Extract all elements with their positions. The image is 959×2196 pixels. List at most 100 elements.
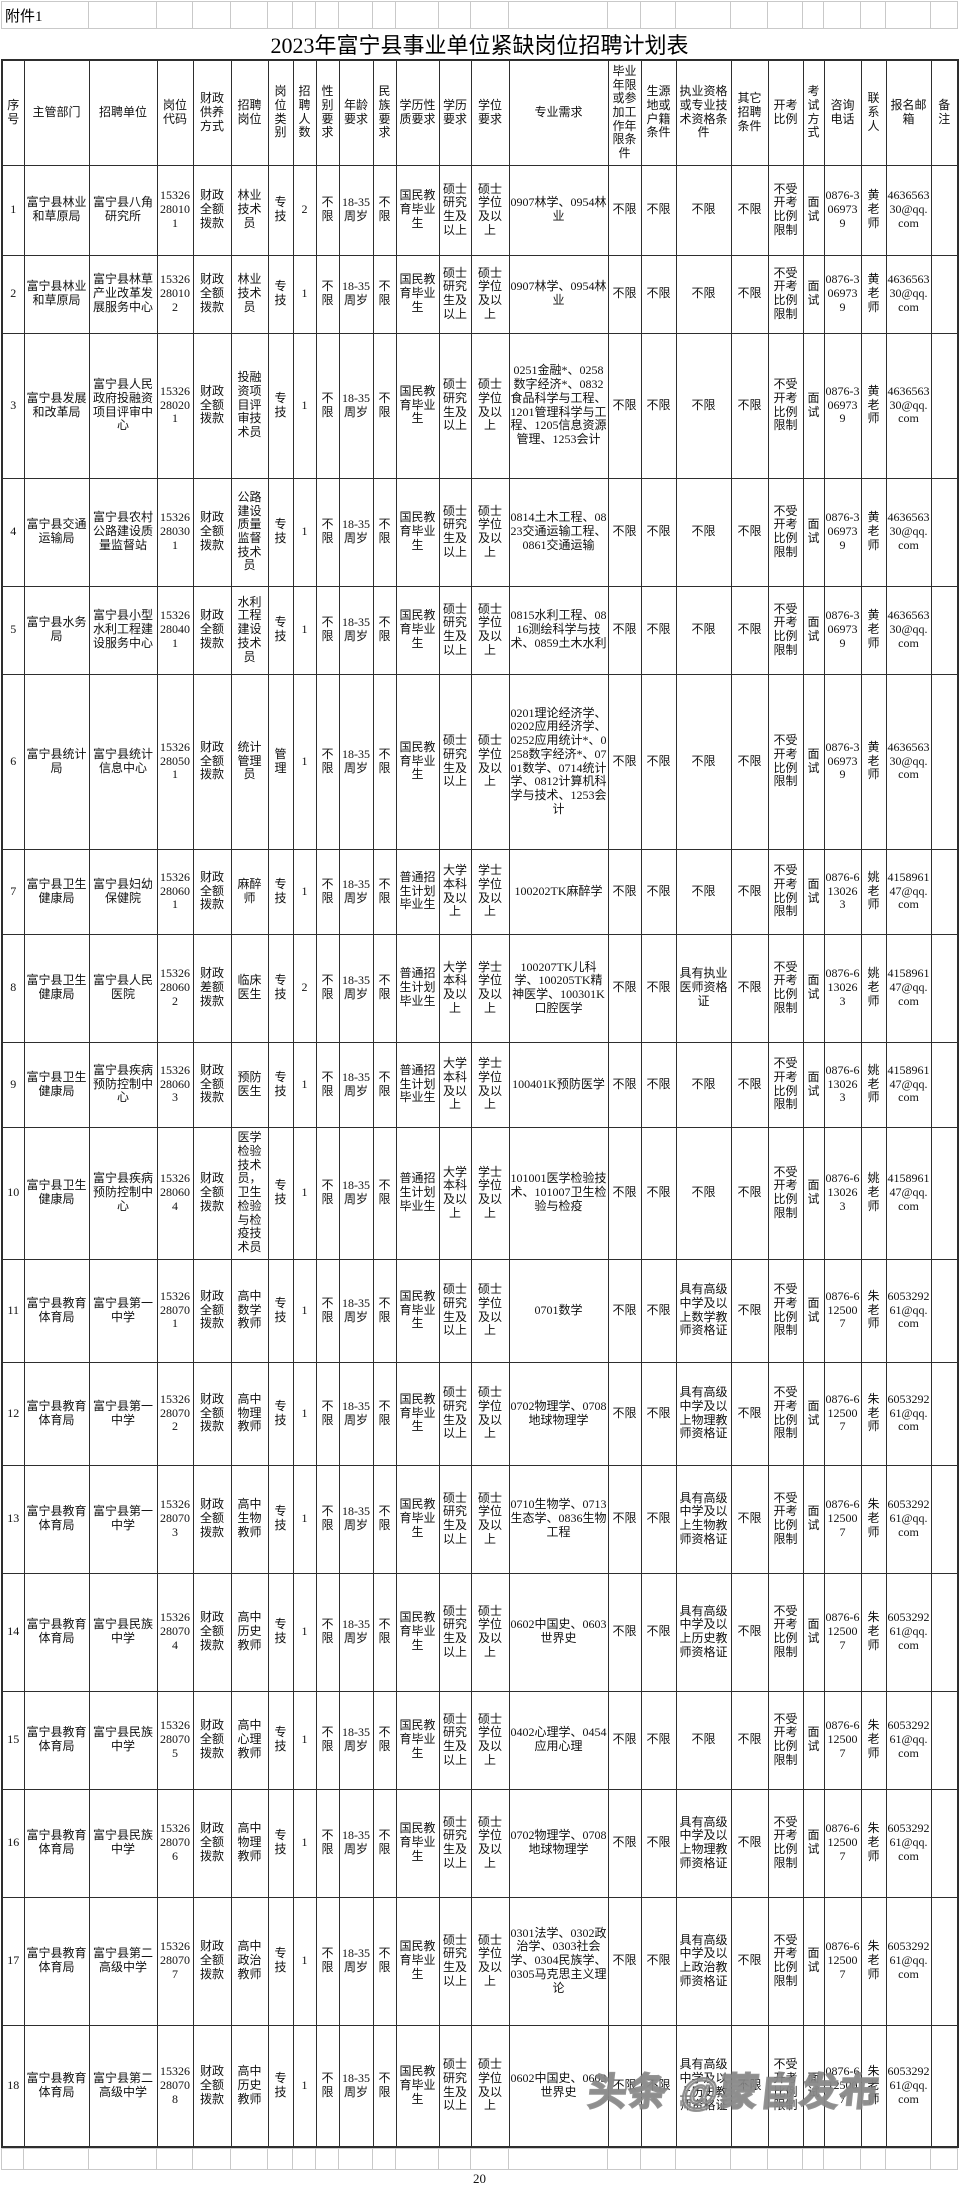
cell: 黄老师	[860, 673, 887, 850]
cell	[930, 1572, 959, 1692]
cell: 不限	[675, 1041, 732, 1128]
column-header: 备注	[930, 59, 959, 166]
cell: 国民教育毕业生	[395, 254, 440, 334]
cell: 具有高级中学及以上历史教师资格证	[675, 1572, 732, 1692]
cell: 0907林学、0954林业	[508, 254, 609, 334]
cell: 不限	[607, 477, 642, 587]
cell: 不限	[372, 1041, 397, 1128]
table-row: 14 富宁县教育体育局 富宁县民族中学 15326280704 财政全额拨款 高中历史教师…	[1, 1572, 959, 1692]
cell: 富宁县教育体育局	[23, 1788, 90, 1898]
table-row: 12 富宁县教育体育局 富宁县第一中学 15326280702 财政全额拨款 高中物理教师…	[1, 1361, 959, 1466]
cell	[930, 848, 959, 935]
cell: 富宁县妇幼保健院	[88, 848, 158, 935]
column-header: 岗位类别	[267, 59, 294, 166]
cell: 不限	[315, 2024, 340, 2148]
column-header: 主管部门	[23, 59, 90, 166]
cell: 朱老师	[860, 1690, 887, 1790]
cell: 0876-3069739	[823, 585, 862, 675]
column-header: 民族要求	[372, 59, 397, 166]
page-number: 20	[473, 2171, 486, 2186]
cell: 不限	[640, 1690, 677, 1790]
cell: 不限	[640, 1126, 677, 1260]
column-header: 学历性质要求	[395, 59, 440, 166]
cell: 1	[292, 1788, 317, 1898]
cell: 2	[292, 164, 317, 256]
cell: 富宁县卫生健康局	[23, 933, 90, 1043]
cell: 不限	[640, 848, 677, 935]
cell: 不受开考比例限制	[767, 1572, 804, 1692]
table-row: 13 富宁县教育体育局 富宁县第一中学 15326280703 财政全额拨款 高中生物教师…	[1, 1464, 959, 1574]
cell: 15326280706	[156, 1788, 194, 1898]
bottom-strip-cell	[192, 2148, 231, 2170]
cell: 9	[1, 1041, 25, 1128]
column-header: 岗位代码	[156, 59, 194, 166]
top-strip-row: 附件1	[0, 1, 959, 29]
cell: 富宁县人民政府投融资项目评审中心	[88, 332, 158, 479]
cell: 富宁县教育体育局	[23, 2024, 90, 2148]
cell: 15326280102	[156, 254, 194, 334]
cell	[930, 2024, 959, 2148]
cell: 不限	[315, 1690, 340, 1790]
cell: 面试	[802, 1041, 825, 1128]
cell: 富宁县第一中学	[88, 1361, 158, 1466]
top-strip-cell	[315, 1, 340, 29]
cell: 不限	[730, 332, 769, 479]
cell: 605329261@qq.com	[885, 1258, 932, 1363]
cell: 0876-6125007	[823, 1361, 862, 1466]
cell: 1	[292, 585, 317, 675]
header-row: 序号 主管部门 招聘单位 岗位代码 财政供养方式 招聘岗位 岗位类别 招聘人数 性别要求 年龄要求…	[1, 59, 959, 166]
cell: 黄老师	[860, 164, 887, 256]
cell: 101001医学检验技术、101007卫生检验与检疫	[508, 1126, 609, 1260]
cell: 605329261@qq.com	[885, 1361, 932, 1466]
cell: 富宁县教育体育局	[23, 1690, 90, 1790]
bottom-strip-cell	[675, 2148, 731, 2170]
cell: 15326280704	[156, 1572, 194, 1692]
cell: 1	[292, 1361, 317, 1466]
cell: 1	[292, 1690, 317, 1790]
cell: 硕士学位及以上	[470, 1690, 510, 1790]
cell: 专技	[267, 1126, 294, 1260]
cell: 0876-3069739	[823, 164, 862, 256]
cell: 0876-6130263	[823, 848, 862, 935]
cell: 专技	[267, 1041, 294, 1128]
cell: 财政全额拨款	[192, 2024, 232, 2148]
attachment-label: 附件1	[0, 1, 90, 29]
cell: 0876-6130263	[823, 1041, 862, 1128]
cell: 15326280601	[156, 848, 194, 935]
cell: 不限	[640, 2024, 677, 2148]
cell: 面试	[802, 933, 825, 1043]
cell: 不限	[607, 2024, 642, 2148]
cell: 普通招生计划毕业生	[395, 933, 440, 1043]
cell: 1	[292, 1126, 317, 1260]
cell: 415896147@qq.com	[885, 1126, 932, 1260]
cell: 高中物理教师	[230, 1788, 269, 1898]
cell: 财政全额拨款	[192, 1896, 232, 2026]
cell: 不限	[315, 1896, 340, 2026]
cell: 1	[292, 1572, 317, 1692]
cell: 具有执业医师资格证	[675, 933, 732, 1043]
table-row: 10 富宁县卫生健康局 富宁县疾病预防控制中心 15326280604 财政全额拨款 医学…	[1, 1126, 959, 1260]
cell: 面试	[802, 477, 825, 587]
cell: 不限	[315, 585, 340, 675]
cell: 富宁县林业和草原局	[23, 164, 90, 256]
cell: 大学本科及以上	[438, 1041, 472, 1128]
cell: 不受开考比例限制	[767, 254, 804, 334]
cell: 硕士研究生及以上	[438, 673, 472, 850]
cell: 富宁县卫生健康局	[23, 848, 90, 935]
cell: 18-35周岁	[338, 2024, 374, 2148]
bottom-strip-cell	[470, 2148, 509, 2170]
page-title: 2023年富宁县事业单位紧缺岗位招聘计划表	[270, 33, 689, 58]
cell: 不限	[640, 254, 677, 334]
cell: 国民教育毕业生	[395, 1690, 440, 1790]
cell	[930, 585, 959, 675]
column-header: 咨询电话	[823, 59, 862, 166]
cell	[930, 1788, 959, 1898]
cell	[930, 1126, 959, 1260]
cell: 不限	[372, 1361, 397, 1466]
cell: 面试	[802, 1788, 825, 1898]
cell: 不限	[675, 585, 732, 675]
cell: 不限	[640, 332, 677, 479]
cell: 专技	[267, 1690, 294, 1790]
cell: 专技	[267, 477, 294, 587]
bottom-strip-cell	[156, 2148, 193, 2170]
